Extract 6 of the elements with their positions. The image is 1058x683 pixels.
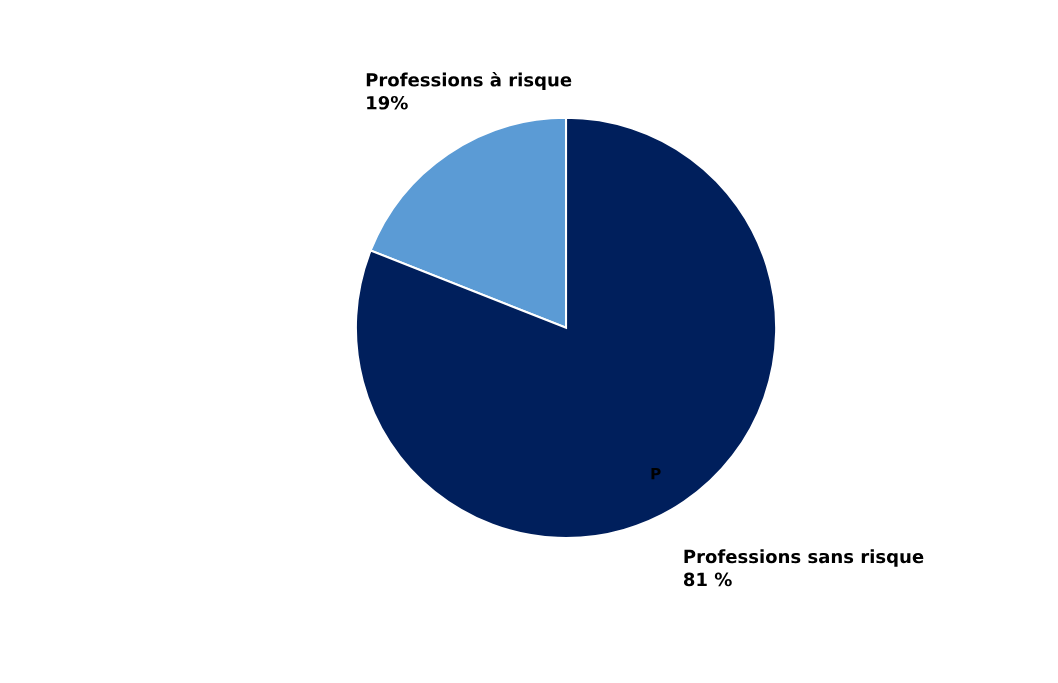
text: P — [651, 468, 661, 480]
slice-label: Professions à risque — [366, 71, 572, 91]
slice-label: Professions sans risque — [684, 549, 924, 567]
pie-slice — [354, 116, 778, 540]
data-label: 81 % — [683, 572, 732, 587]
data-label: 19% — [367, 95, 408, 110]
